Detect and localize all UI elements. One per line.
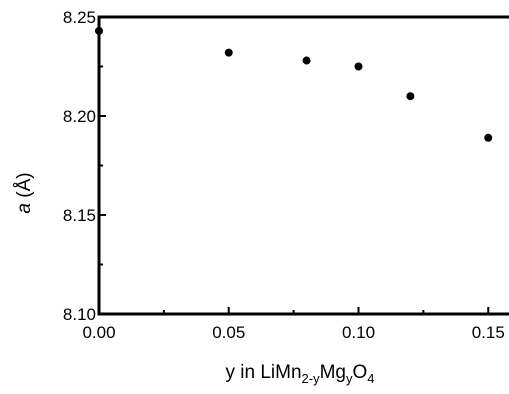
data-point — [95, 26, 103, 35]
data-point — [302, 56, 311, 65]
y-axis-ticks: 8.10 8.15 8.20 8.25 — [63, 8, 106, 324]
y-tick-label: 8.10 — [63, 305, 96, 324]
data-point — [484, 133, 493, 142]
y-tick-label: 8.25 — [63, 8, 96, 27]
y-tick-label: 8.20 — [63, 107, 96, 126]
data-point — [224, 48, 233, 57]
data-point — [354, 62, 363, 71]
x-tick-label: 0.05 — [212, 323, 245, 342]
y-tick-label: 8.15 — [63, 206, 96, 225]
data-points — [95, 26, 493, 142]
y-axis-title: a (Å) — [14, 172, 35, 213]
data-point — [406, 92, 415, 101]
x-tick-label: 0.10 — [342, 323, 375, 342]
x-axis-title: y in LiMn2-yMgyO4 — [225, 362, 374, 386]
x-tick-label: 0.00 — [82, 323, 115, 342]
x-axis-ticks: 0.00 0.05 0.10 0.15 — [82, 307, 505, 342]
x-tick-label: 0.15 — [472, 323, 505, 342]
